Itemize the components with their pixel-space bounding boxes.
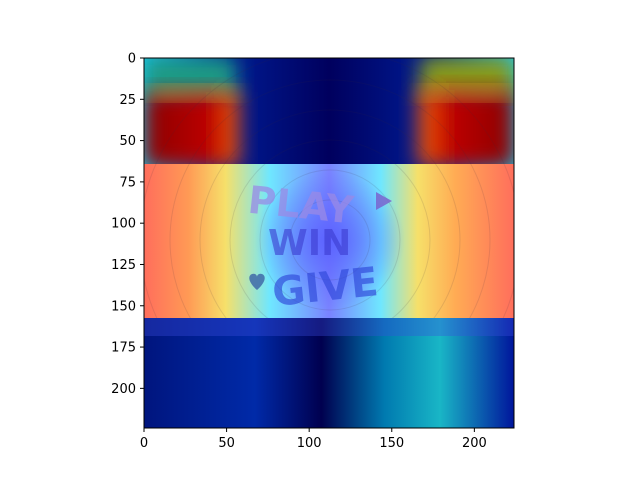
heart-icon: [249, 273, 265, 290]
y-axis-ticks: 0 25 50 75 100 125 150 175 200: [111, 52, 144, 397]
play-win-give-artwork: PLAY WIN GIVE: [246, 178, 392, 316]
x-tick-label: 200: [462, 436, 487, 451]
y-tick-label: 175: [111, 341, 136, 356]
x-tick-label: 0: [140, 436, 148, 451]
heatmap-image: [144, 58, 514, 428]
x-tick-label: 100: [297, 436, 322, 451]
y-tick-label: 0: [128, 52, 136, 67]
y-tick-label: 100: [111, 217, 136, 232]
play-arrow-icon: [376, 192, 392, 210]
overlay-word-give: GIVE: [270, 259, 380, 316]
x-tick-label: 150: [379, 436, 404, 451]
bottom-cool-region: [144, 318, 514, 428]
x-axis-ticks: 0 50 100 150 200: [140, 428, 487, 451]
y-tick-label: 200: [111, 382, 136, 397]
right-hot-region: [418, 90, 514, 167]
y-tick-label: 50: [119, 134, 136, 149]
axes-frame: [143, 57, 515, 429]
x-tick-label: 50: [218, 436, 235, 451]
left-hot-region: [144, 92, 239, 167]
y-tick-label: 25: [119, 93, 136, 108]
y-tick-label: 150: [111, 299, 136, 314]
overlay-word-win: WIN: [268, 223, 351, 264]
y-tick-label: 75: [119, 175, 136, 190]
y-tick-label: 125: [111, 258, 136, 273]
